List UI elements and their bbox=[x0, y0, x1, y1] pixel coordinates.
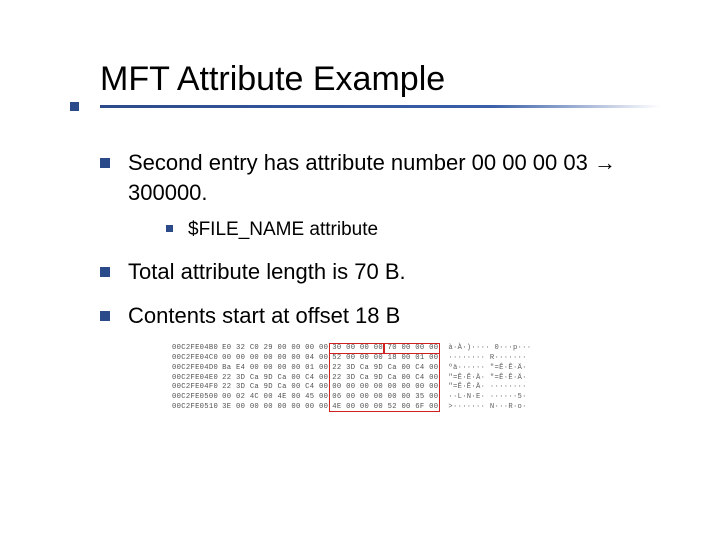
hexdump-row: 00C2FE04D0Ba E4 00 00 00 00 01 0022 3D C… bbox=[170, 364, 533, 374]
hexdump-figure: 00C2FE04B0E0 32 C0 29 00 00 00 0030 00 0… bbox=[170, 344, 660, 412]
hex-right: 22 3D Ca 9D Ca 00 C4 00 bbox=[330, 374, 440, 384]
bullet-item-sub: $FILE_NAME attribute bbox=[166, 217, 670, 243]
bullet-item: Total attribute length is 70 B. bbox=[100, 257, 670, 287]
hex-offset: 00C2FE0510 bbox=[170, 403, 220, 413]
hex-right: 52 00 00 00 18 00 01 00 bbox=[330, 354, 440, 364]
hex-right: 30 00 00 00 70 00 00 00 bbox=[330, 344, 440, 354]
hex-ascii: à·À·)···· 0···p··· bbox=[440, 344, 533, 354]
hex-left: Ba E4 00 00 00 00 01 00 bbox=[220, 364, 330, 374]
hexdump-row: 00C2FE04E022 3D Ca 9D Ca 00 C4 0022 3D C… bbox=[170, 374, 533, 384]
hex-left: 22 3D Ca 9D Ca 00 C4 00 bbox=[220, 374, 330, 384]
bullet-text-part: Second entry has attribute number 00 00 … bbox=[128, 150, 594, 175]
hex-left: 00 00 00 00 00 00 04 00 bbox=[220, 354, 330, 364]
hexdump-row: 00C2FE05103E 00 00 00 00 00 00 004E 00 0… bbox=[170, 403, 533, 413]
bullet-text-part: 300000. bbox=[128, 180, 208, 205]
hex-ascii: "=Ê·Ê·Ä· ········ bbox=[440, 383, 533, 393]
hexdump-row: 00C2FE050000 02 4C 00 4E 00 45 0006 00 0… bbox=[170, 393, 533, 403]
hexdump-row: 00C2FE04C000 00 00 00 00 00 04 0052 00 0… bbox=[170, 354, 533, 364]
bullet-item: Second entry has attribute number 00 00 … bbox=[100, 148, 670, 243]
bullet-list: Second entry has attribute number 00 00 … bbox=[100, 148, 670, 330]
slide-title: MFT Attribute Example bbox=[100, 60, 670, 99]
hex-offset: 00C2FE04B0 bbox=[170, 344, 220, 354]
title-underline bbox=[100, 105, 660, 108]
hex-offset: 00C2FE04D0 bbox=[170, 364, 220, 374]
hex-ascii: ········ R······· bbox=[440, 354, 533, 364]
hex-right: 4E 00 00 00 52 00 6F 00 bbox=[330, 403, 440, 413]
hex-offset: 00C2FE0500 bbox=[170, 393, 220, 403]
hex-left: 00 02 4C 00 4E 00 45 00 bbox=[220, 393, 330, 403]
hex-right: 06 00 00 00 00 00 35 00 bbox=[330, 393, 440, 403]
hexdump-row: 00C2FE04B0E0 32 C0 29 00 00 00 0030 00 0… bbox=[170, 344, 533, 354]
hex-offset: 00C2FE04F0 bbox=[170, 383, 220, 393]
hex-ascii: ºä······ "=Ê·Ê·Ä· bbox=[440, 364, 533, 374]
hex-ascii: "=Ê·Ê·Ä· "=Ê·Ê·Ä· bbox=[440, 374, 533, 384]
hexdump-table: 00C2FE04B0E0 32 C0 29 00 00 00 0030 00 0… bbox=[170, 344, 533, 412]
hex-ascii: >······· N···R·o· bbox=[440, 403, 533, 413]
arrow-icon: → bbox=[594, 150, 616, 175]
hex-right: 22 3D Ca 9D Ca 00 C4 00 bbox=[330, 364, 440, 374]
title-block: MFT Attribute Example bbox=[100, 60, 670, 108]
hex-ascii: ··L·N·E· ······5· bbox=[440, 393, 533, 403]
bullet-item: Contents start at offset 18 B bbox=[100, 301, 670, 331]
hexdump-row: 00C2FE04F022 3D Ca 9D Ca 00 C4 0000 00 0… bbox=[170, 383, 533, 393]
hex-right: 00 00 00 00 00 00 00 00 bbox=[330, 383, 440, 393]
hex-offset: 00C2FE04C0 bbox=[170, 354, 220, 364]
hex-left: 3E 00 00 00 00 00 00 00 bbox=[220, 403, 330, 413]
hex-offset: 00C2FE04E0 bbox=[170, 374, 220, 384]
hex-left: E0 32 C0 29 00 00 00 00 bbox=[220, 344, 330, 354]
hex-left: 22 3D Ca 9D Ca 00 C4 00 bbox=[220, 383, 330, 393]
slide: MFT Attribute Example Second entry has a… bbox=[0, 0, 720, 432]
